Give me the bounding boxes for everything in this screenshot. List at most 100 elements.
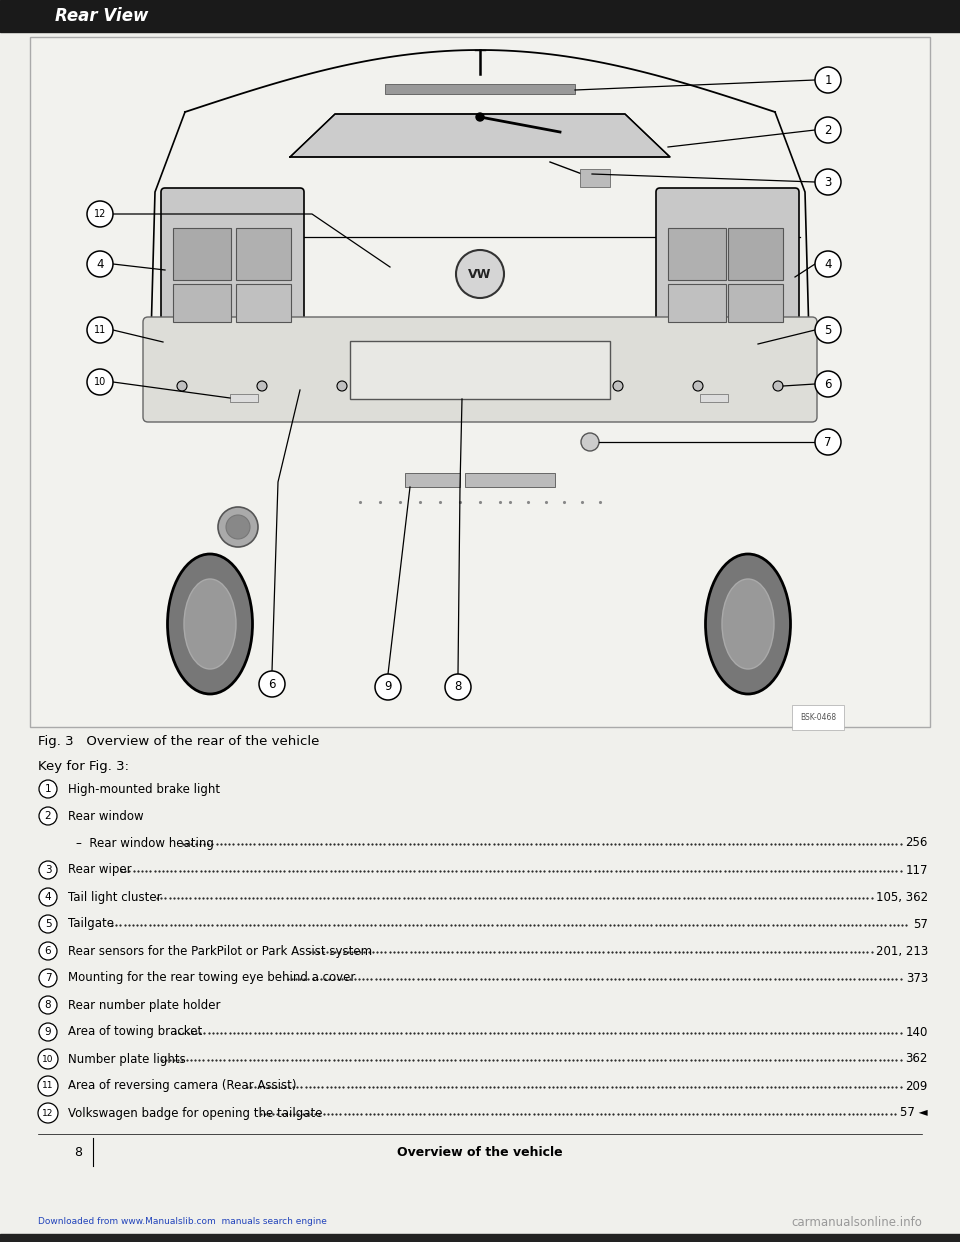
Text: 9: 9: [384, 681, 392, 693]
Circle shape: [815, 67, 841, 93]
Text: 6: 6: [268, 677, 276, 691]
Circle shape: [39, 969, 57, 987]
Text: 1: 1: [45, 784, 51, 794]
Text: VW: VW: [468, 267, 492, 281]
Text: 201, 213: 201, 213: [876, 944, 928, 958]
Text: 11: 11: [94, 325, 107, 335]
Text: 8: 8: [454, 681, 462, 693]
Text: 2: 2: [45, 811, 51, 821]
Circle shape: [39, 1023, 57, 1041]
Bar: [236, 229, 291, 279]
Bar: [173, 229, 231, 279]
Circle shape: [693, 381, 703, 391]
Text: 4: 4: [45, 892, 51, 902]
Polygon shape: [290, 114, 670, 156]
Circle shape: [259, 671, 285, 697]
Text: 7: 7: [45, 972, 51, 982]
Text: carmanualsonline.info: carmanualsonline.info: [791, 1216, 922, 1228]
Text: Rear sensors for the ParkPilot or Park Assist system: Rear sensors for the ParkPilot or Park A…: [68, 944, 372, 958]
Text: Rear window: Rear window: [68, 810, 144, 822]
FancyBboxPatch shape: [161, 188, 304, 332]
Ellipse shape: [184, 579, 236, 669]
Circle shape: [815, 428, 841, 455]
Text: 12: 12: [94, 209, 107, 219]
Text: Area of reversing camera (Rear Assist): Area of reversing camera (Rear Assist): [68, 1079, 297, 1093]
Circle shape: [456, 250, 504, 298]
Text: 6: 6: [825, 378, 831, 390]
Text: BSK-0468: BSK-0468: [800, 713, 836, 722]
Text: 209: 209: [905, 1079, 928, 1093]
Circle shape: [87, 317, 113, 343]
Ellipse shape: [167, 554, 252, 694]
Circle shape: [815, 251, 841, 277]
Text: 105, 362: 105, 362: [876, 891, 928, 903]
Circle shape: [38, 1049, 58, 1069]
Text: 3: 3: [45, 864, 51, 876]
Text: 9: 9: [45, 1027, 51, 1037]
Bar: [0, 0, 960, 32]
Circle shape: [177, 381, 187, 391]
Circle shape: [815, 317, 841, 343]
Bar: [405, 473, 460, 487]
Circle shape: [39, 941, 57, 960]
Circle shape: [476, 113, 484, 120]
Circle shape: [87, 201, 113, 227]
Bar: [236, 284, 291, 322]
Circle shape: [257, 381, 267, 391]
Circle shape: [39, 780, 57, 799]
Circle shape: [38, 1076, 58, 1095]
Text: 256: 256: [905, 837, 928, 850]
Text: 362: 362: [905, 1052, 928, 1066]
Text: 140: 140: [905, 1026, 928, 1038]
Bar: [728, 284, 783, 322]
Circle shape: [375, 674, 401, 700]
Bar: [0, 1235, 960, 1242]
Text: Tailgate: Tailgate: [68, 918, 114, 930]
Text: Rear View: Rear View: [55, 7, 149, 25]
Circle shape: [445, 674, 471, 700]
Bar: [155, 325, 805, 366]
Circle shape: [773, 381, 783, 391]
Text: 5: 5: [45, 919, 51, 929]
Text: 10: 10: [94, 378, 107, 388]
Circle shape: [815, 169, 841, 195]
Text: 6: 6: [45, 946, 51, 956]
Text: 4: 4: [825, 257, 831, 271]
Ellipse shape: [706, 554, 790, 694]
Text: Rear number plate holder: Rear number plate holder: [68, 999, 221, 1011]
Text: 7: 7: [825, 436, 831, 448]
Bar: [668, 284, 726, 322]
Text: 373: 373: [905, 971, 928, 985]
Circle shape: [218, 507, 258, 546]
Circle shape: [815, 117, 841, 143]
Bar: [30, 37, 930, 727]
Circle shape: [337, 381, 347, 391]
Text: 3: 3: [825, 175, 831, 189]
Bar: [173, 284, 231, 322]
Text: 12: 12: [42, 1109, 54, 1118]
Text: 5: 5: [825, 323, 831, 337]
Text: 2: 2: [825, 123, 831, 137]
Circle shape: [226, 515, 250, 539]
Bar: [350, 342, 610, 399]
Circle shape: [87, 251, 113, 277]
Circle shape: [39, 915, 57, 933]
Bar: [728, 229, 783, 279]
Text: 11: 11: [42, 1082, 54, 1090]
Text: High-mounted brake light: High-mounted brake light: [68, 782, 220, 795]
FancyBboxPatch shape: [143, 317, 817, 422]
Ellipse shape: [722, 579, 774, 669]
Circle shape: [38, 1103, 58, 1123]
Text: Area of towing bracket: Area of towing bracket: [68, 1026, 203, 1038]
Text: 1: 1: [825, 73, 831, 87]
Text: Number plate lights: Number plate lights: [68, 1052, 185, 1066]
Text: 57: 57: [913, 918, 928, 930]
Text: 57 ◄: 57 ◄: [900, 1107, 928, 1119]
Bar: [580, 169, 610, 188]
Text: 10: 10: [42, 1054, 54, 1063]
Text: Volkswagen badge for opening the tailgate: Volkswagen badge for opening the tailgat…: [68, 1107, 323, 1119]
Circle shape: [87, 369, 113, 395]
Text: Rear wiper: Rear wiper: [68, 863, 132, 877]
Circle shape: [39, 807, 57, 825]
Bar: [668, 229, 726, 279]
